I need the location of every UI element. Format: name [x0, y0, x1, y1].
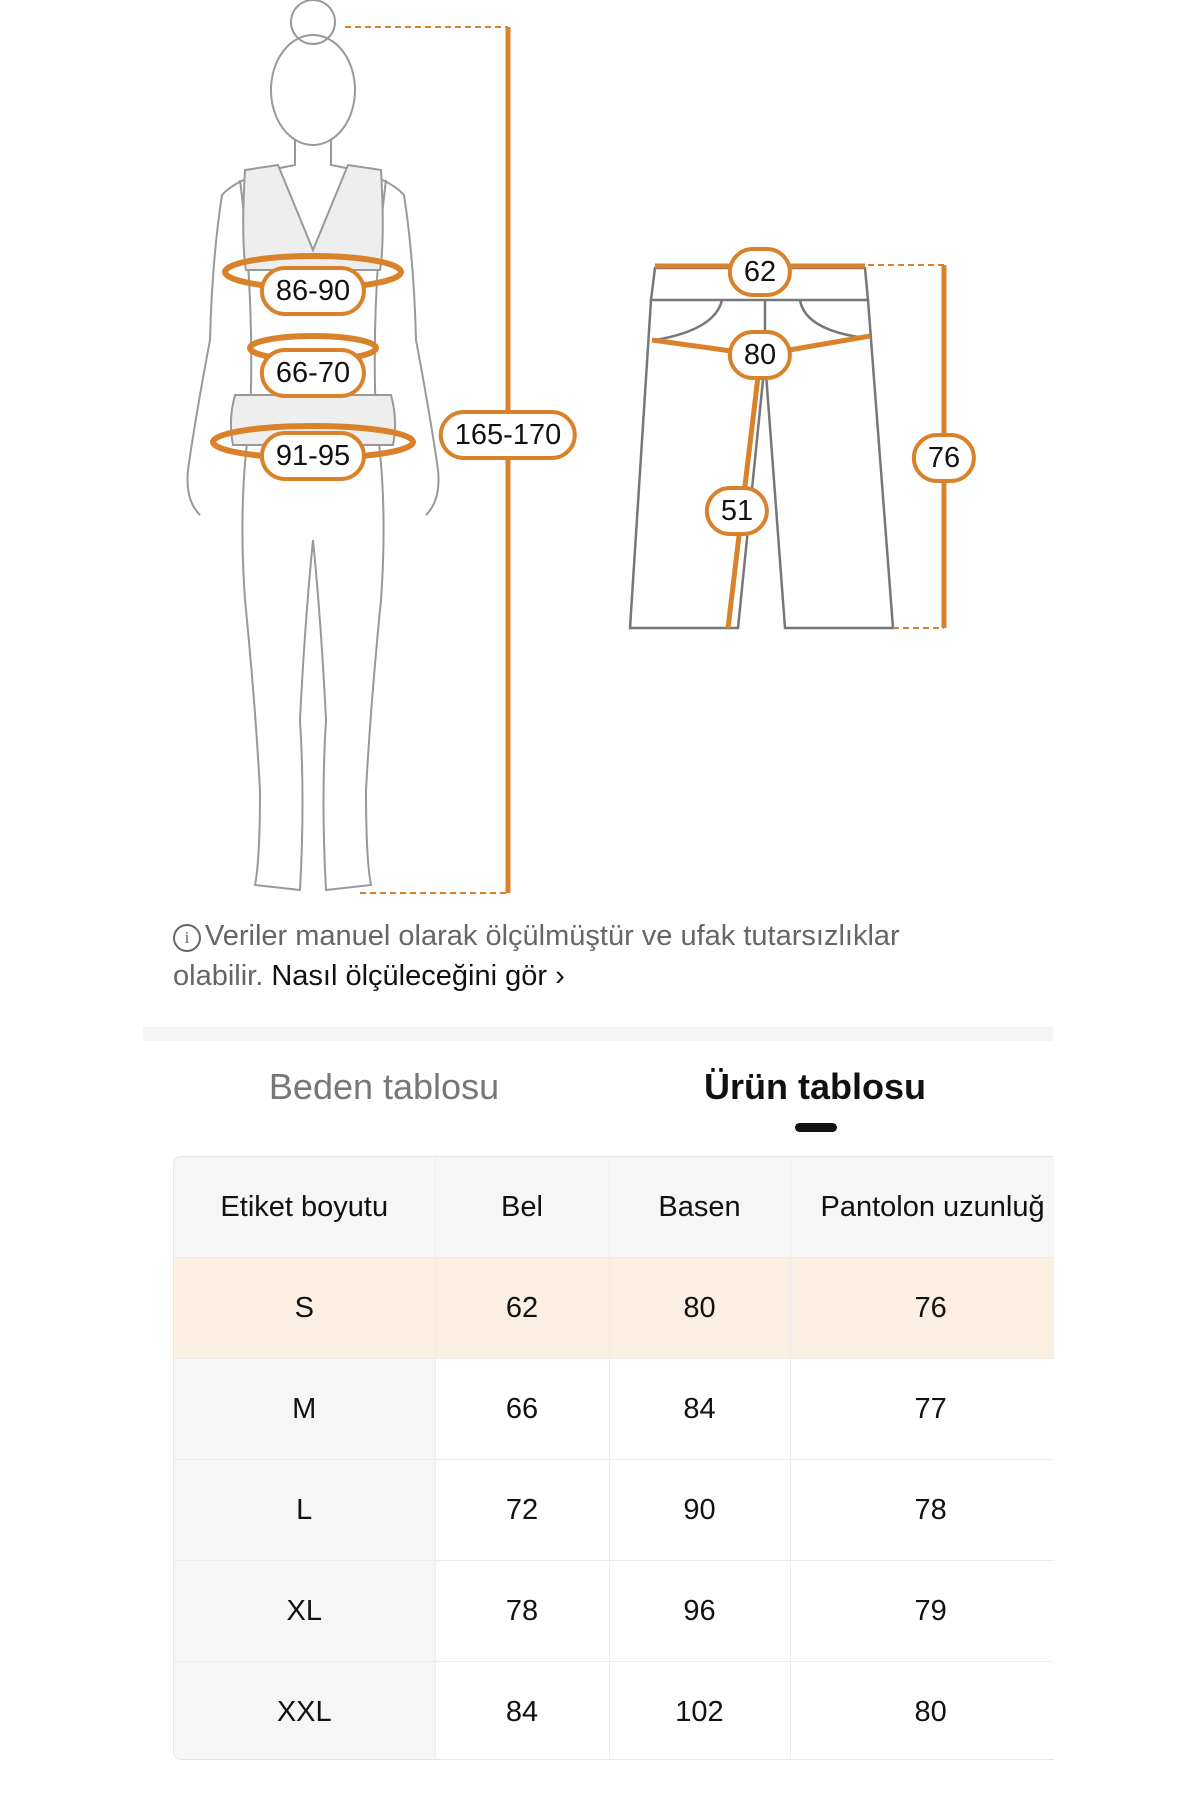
- table-header-row: Etiket boyutu Bel Basen Pantolon uzunluğ: [174, 1157, 1054, 1258]
- body-figure-illustration: [186, 0, 511, 894]
- tab-product-chart[interactable]: Ürün tablosu: [704, 1066, 926, 1107]
- chevron-right-icon: ›: [555, 960, 565, 992]
- table-row[interactable]: S 62 80 76: [174, 1257, 1054, 1359]
- measurement-note: i Veriler manuel olarak ölçülmüştür ve uf…: [173, 916, 993, 996]
- table-row[interactable]: XL 78 96 79: [174, 1560, 1054, 1662]
- cell-waist: 84: [435, 1661, 610, 1759]
- cell-size: XXL: [174, 1661, 436, 1759]
- cell-waist: 62: [435, 1257, 610, 1359]
- active-tab-indicator: [795, 1123, 837, 1132]
- cell-hip: 84: [609, 1358, 791, 1460]
- header-waist: Bel: [435, 1157, 610, 1258]
- height-label: 165-170: [438, 410, 578, 460]
- cell-length: 78: [790, 1459, 1054, 1561]
- cell-hip: 96: [609, 1560, 791, 1662]
- cell-waist: 72: [435, 1459, 610, 1561]
- cell-waist: 66: [435, 1358, 610, 1460]
- table-row[interactable]: L 72 90 78: [174, 1459, 1054, 1561]
- cell-size: M: [174, 1358, 436, 1460]
- header-size: Etiket boyutu: [174, 1157, 436, 1258]
- hips-label: 91-95: [259, 431, 367, 481]
- waist-label: 66-70: [259, 348, 367, 398]
- cell-hip: 102: [609, 1661, 791, 1759]
- cell-hip: 90: [609, 1459, 791, 1561]
- table-row[interactable]: XXL 84 102 80: [174, 1661, 1054, 1759]
- table-row[interactable]: M 66 84 77: [174, 1358, 1054, 1460]
- cell-size: XL: [174, 1560, 436, 1662]
- link-label: Nasıl ölçüleceğini gör: [271, 960, 547, 992]
- pants-hip-label: 80: [727, 330, 793, 380]
- tab-body-chart[interactable]: Beden tablosu: [268, 1066, 500, 1107]
- cell-size: S: [174, 1257, 436, 1359]
- note-text: Veriler manuel olarak ölçülmüştür ve ufa…: [173, 920, 900, 992]
- pants-length-label: 76: [911, 433, 977, 483]
- pants-waist-label: 62: [727, 247, 793, 297]
- cell-length: 76: [790, 1257, 1054, 1359]
- how-to-measure-link[interactable]: Nasıl ölçüleceğini gör ›: [271, 960, 564, 992]
- bust-label: 86-90: [259, 266, 367, 316]
- cell-length: 79: [790, 1560, 1054, 1662]
- cell-size: L: [174, 1459, 436, 1561]
- cell-waist: 78: [435, 1560, 610, 1662]
- pants-figure-illustration: [628, 263, 947, 630]
- header-length: Pantolon uzunluğ: [790, 1157, 1054, 1258]
- cell-length: 77: [790, 1358, 1054, 1460]
- header-hip: Basen: [609, 1157, 791, 1258]
- section-divider: [143, 1027, 1053, 1041]
- cell-length: 80: [790, 1661, 1054, 1759]
- info-icon: i: [173, 924, 201, 952]
- cell-hip: 80: [609, 1257, 791, 1359]
- pants-inseam-label: 51: [704, 486, 770, 536]
- size-table[interactable]: Etiket boyutu Bel Basen Pantolon uzunluğ…: [173, 1156, 1054, 1760]
